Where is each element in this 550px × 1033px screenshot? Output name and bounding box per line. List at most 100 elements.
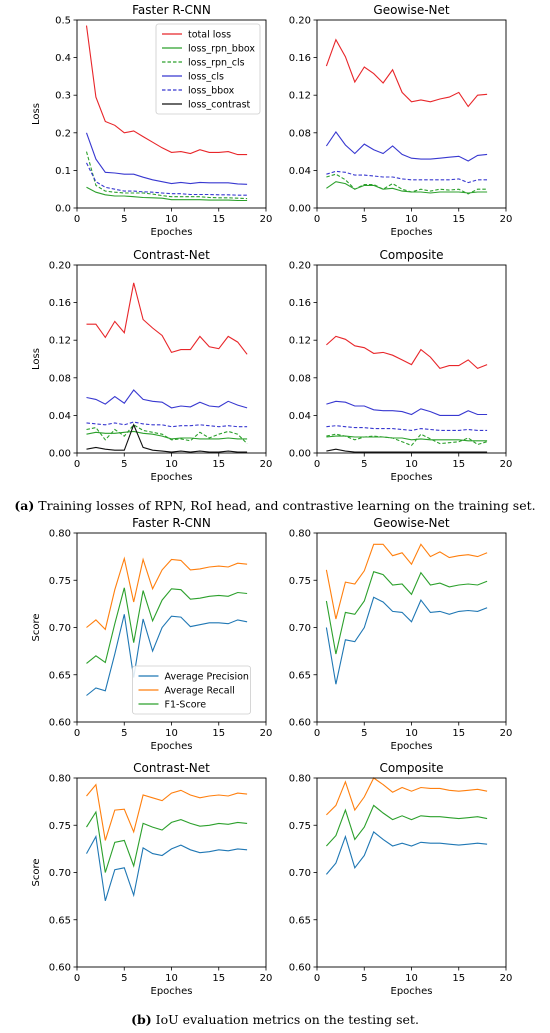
legend-entry: F1-Score (165, 700, 207, 711)
series-line-3 (326, 173, 488, 195)
x-tick-label: 10 (165, 728, 178, 739)
x-tick-label: 20 (500, 728, 513, 739)
y-tick-label: 0.12 (289, 336, 311, 347)
y-tick-label: 0.08 (49, 373, 71, 384)
x-tick-label: 20 (500, 973, 513, 984)
y-tick-label: 0.12 (49, 336, 71, 347)
y-tick-label: 0.65 (49, 670, 71, 681)
series-line-2 (86, 556, 248, 631)
y-tick-label: 0.5 (55, 16, 71, 27)
y-tick-label: 0.80 (289, 774, 311, 785)
chart-title: Geowise-Net (373, 3, 449, 17)
x-tick-label: 5 (121, 973, 127, 984)
caption-a-text: Training losses of RPN, RoI head, and co… (38, 498, 536, 513)
caption-b-label: (b) (131, 1012, 152, 1027)
x-axis-label: Epoches (391, 227, 433, 238)
y-tick-label: 0.00 (49, 449, 71, 460)
series-line-2 (325, 543, 488, 620)
y-tick-label: 0.65 (49, 915, 71, 926)
y-tick-label: 0.20 (49, 261, 71, 272)
chart-title: Geowise-Net (373, 516, 449, 530)
series-line-3 (86, 810, 248, 873)
legend-entry: loss_rpn_bbox (188, 44, 255, 55)
series-line-3 (86, 424, 248, 444)
x-axis-label: Epoches (151, 741, 193, 752)
y-tick-label: 0.65 (289, 915, 311, 926)
series-line-5 (326, 425, 488, 431)
x-tick-label: 20 (260, 973, 273, 984)
legend-entry: loss_contrast (188, 100, 251, 111)
y-tick-label: 0.08 (289, 373, 311, 384)
x-tick-label: 20 (260, 459, 273, 470)
plot-frame (316, 19, 507, 209)
legend-box (155, 23, 261, 115)
series-line-1 (86, 614, 248, 696)
series-line-1 (85, 25, 248, 156)
y-axis-label: Loss (31, 348, 42, 370)
series-group (86, 783, 248, 901)
x-tick-label: 0 (314, 728, 320, 739)
y-tick-label: 0.00 (289, 449, 311, 460)
series-line-2 (86, 186, 248, 202)
x-tick-label: 5 (361, 728, 367, 739)
y-tick-label: 0.60 (49, 963, 71, 974)
x-tick-label: 20 (500, 459, 513, 470)
y-tick-label: 0.08 (289, 128, 311, 139)
series-group (326, 335, 488, 453)
y-tick-label: 0.60 (289, 718, 311, 729)
chart-loss-faster-rcnn: Faster R-CNN 0 5 10 15 20 0.0 0.1 0.2 0.3 0.4 0.5 Ep… (31, 3, 272, 238)
y-tick-label: 0.75 (49, 821, 71, 832)
series-line-6 (86, 423, 248, 453)
series-line-4 (85, 132, 248, 185)
caption-a: (a) Training losses of RPN, RoI head, an… (0, 498, 550, 513)
plot-frame (316, 532, 507, 723)
chart-loss-geowise-net: Geowise-Net 0 5 10 15 20 0.00 0.04 0.08 0.12 0.16 0… (289, 3, 513, 238)
series-line-1 (325, 831, 488, 875)
series-group (325, 38, 488, 195)
caption-b-text: IoU evaluation metrics on the testing se… (155, 1012, 419, 1027)
series-line-3 (85, 151, 248, 200)
y-tick-label: 0.3 (55, 91, 71, 102)
chart-score-geowise-net: Geowise-Net 0 5 10 15 20 0.60 0.65 0.70 0.75 0.80 E… (289, 516, 513, 752)
series-line-4 (326, 400, 488, 416)
series-line-3 (325, 804, 488, 847)
y-tick-label: 0.60 (289, 963, 311, 974)
x-tick-label: 15 (452, 728, 465, 739)
x-tick-label: 15 (452, 459, 465, 470)
chart-title: Faster R-CNN (132, 516, 211, 530)
x-tick-label: 10 (405, 728, 418, 739)
x-tick-label: 10 (405, 459, 418, 470)
series-line-1 (325, 38, 488, 108)
series-line-4 (86, 389, 248, 409)
legend-entry: loss_cls (188, 72, 224, 83)
series-line-2 (326, 181, 488, 194)
y-tick-label: 0.80 (49, 529, 71, 540)
x-tick-label: 15 (212, 214, 225, 225)
chart-title: Composite (379, 248, 443, 262)
x-tick-label: 0 (314, 973, 320, 984)
series-line-2 (86, 430, 248, 440)
x-axis-label: Epoches (151, 986, 193, 997)
series-line-1 (86, 834, 248, 901)
chart-title: Faster R-CNN (132, 3, 211, 17)
y-tick-label: 0.80 (49, 774, 71, 785)
legend-entry: loss_bbox (188, 86, 235, 97)
series-line-1 (86, 282, 248, 355)
chart-score-composite: Composite 0 5 10 15 20 0.60 0.65 0.70 0.75 0.80 Epo… (289, 761, 513, 997)
y-tick-label: 0.65 (289, 670, 311, 681)
y-tick-label: 0.70 (49, 868, 71, 879)
series-line-3 (86, 587, 248, 664)
series-group (325, 777, 488, 875)
x-tick-label: 5 (121, 728, 127, 739)
series-line-2 (326, 435, 488, 442)
y-axis-label: Loss (31, 103, 42, 125)
x-axis-label: Epoches (151, 472, 193, 483)
x-axis-label: Epoches (151, 227, 193, 238)
series-line-6 (326, 448, 488, 453)
x-tick-label: 5 (121, 214, 127, 225)
x-tick-label: 15 (452, 214, 465, 225)
x-axis-label: Epoches (391, 986, 433, 997)
x-axis-label: Epoches (391, 472, 433, 483)
y-tick-label: 0.20 (289, 261, 311, 272)
